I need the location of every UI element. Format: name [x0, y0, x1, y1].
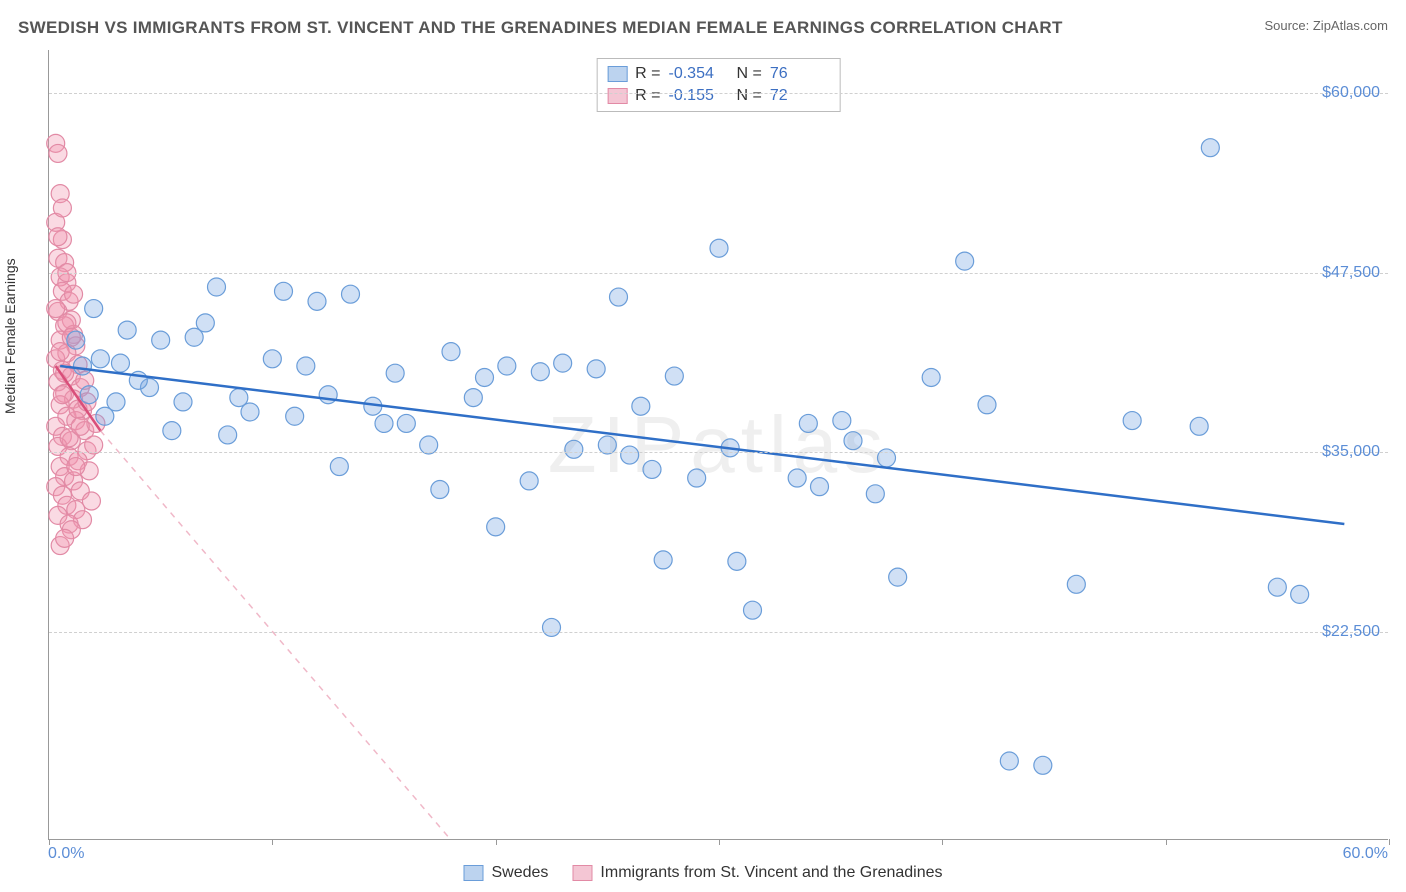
- n-value-2: 72: [770, 87, 830, 105]
- n-value-1: 76: [770, 65, 830, 83]
- r-value-1: -0.354: [669, 65, 729, 83]
- legend-item-2: Immigrants from St. Vincent and the Gren…: [572, 864, 942, 882]
- legend-item-1: Swedes: [463, 864, 548, 882]
- legend-label-2: Immigrants from St. Vincent and the Gren…: [600, 864, 942, 882]
- x-min-label: 0.0%: [48, 845, 84, 863]
- stats-row-series1: R = -0.354 N = 76: [607, 63, 830, 85]
- x-max-label: 60.0%: [1343, 845, 1388, 863]
- n-label-2: N =: [737, 87, 762, 105]
- source-prefix: Source:: [1264, 18, 1312, 33]
- source-link[interactable]: ZipAtlas.com: [1313, 18, 1388, 33]
- n-label-1: N =: [737, 65, 762, 83]
- legend-swatch-1: [463, 865, 483, 881]
- chart-title: SWEDISH VS IMMIGRANTS FROM ST. VINCENT A…: [18, 18, 1063, 38]
- r-label-2: R =: [635, 87, 660, 105]
- stats-swatch-1: [607, 66, 627, 82]
- source-attribution: Source: ZipAtlas.com: [1264, 18, 1388, 33]
- bottom-legend: Swedes Immigrants from St. Vincent and t…: [463, 864, 942, 882]
- chart-svg: [49, 50, 1388, 839]
- chart-plot-area: ZIPatlas R = -0.354 N = 76 R = -0.155 N …: [48, 50, 1388, 840]
- r-value-2: -0.155: [669, 87, 729, 105]
- r-label-1: R =: [635, 65, 660, 83]
- y-axis-label: Median Female Earnings: [2, 258, 18, 414]
- stats-swatch-2: [607, 88, 627, 104]
- stats-row-series2: R = -0.155 N = 72: [607, 85, 830, 107]
- legend-label-1: Swedes: [491, 864, 548, 882]
- y-tick-label: $35,000: [1322, 443, 1380, 461]
- y-tick-label: $22,500: [1322, 623, 1380, 641]
- legend-swatch-2: [572, 865, 592, 881]
- y-tick-label: $60,000: [1322, 84, 1380, 102]
- stats-legend-box: R = -0.354 N = 76 R = -0.155 N = 72: [596, 58, 841, 112]
- y-tick-label: $47,500: [1322, 264, 1380, 282]
